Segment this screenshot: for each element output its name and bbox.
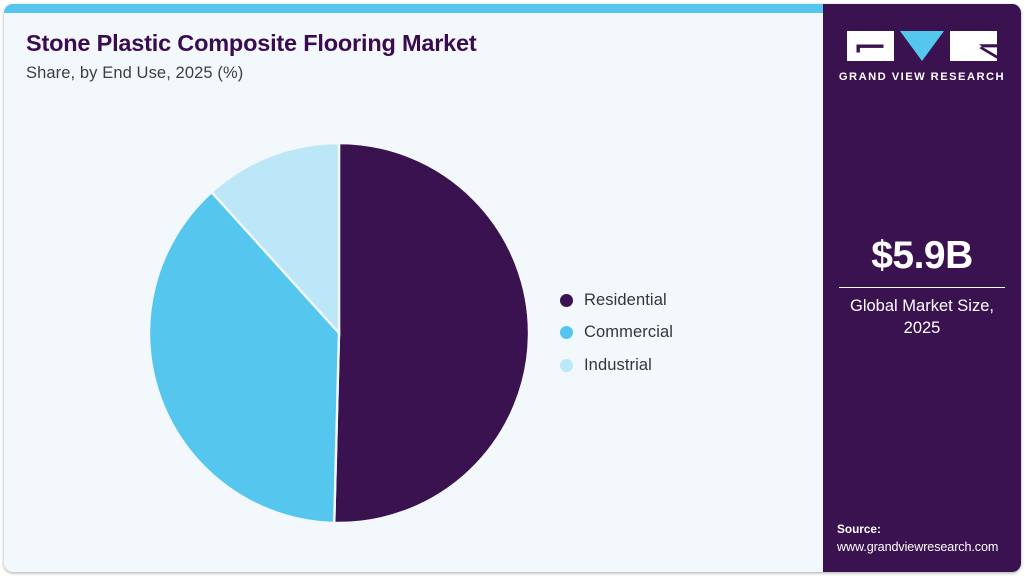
- chart-card: Stone Plastic Composite Flooring Market …: [4, 4, 1021, 572]
- brand-sidebar: GRAND VIEW RESEARCH $5.9B Global Market …: [823, 4, 1021, 572]
- pie-slice-industrial[interactable]: [209, 142, 341, 337]
- logo: GRAND VIEW RESEARCH: [823, 31, 1021, 83]
- market-size-stat: $5.9B Global Market Size, 2025: [823, 234, 1021, 340]
- legend-swatch-industrial: [560, 358, 573, 372]
- plot-area: Residential Commercial Industrial: [4, 104, 824, 572]
- stat-caption: Global Market Size, 2025: [850, 297, 994, 338]
- source-url[interactable]: www.grandviewresearch.com: [837, 540, 999, 554]
- legend-item-commercial[interactable]: Commercial: [560, 317, 673, 350]
- legend-item-industrial[interactable]: Industrial: [560, 349, 673, 382]
- chart-subtitle: Share, by End Use, 2025 (%): [26, 64, 244, 83]
- stat-value: $5.9B: [871, 234, 973, 277]
- logo-g-icon: [847, 31, 894, 61]
- logo-wordmark: GRAND VIEW RESEARCH: [838, 71, 1006, 83]
- legend-label-industrial: Industrial: [584, 355, 652, 374]
- legend-item-residential[interactable]: Residential: [560, 284, 673, 317]
- header: Stone Plastic Composite Flooring Market …: [26, 30, 806, 83]
- legend-label-residential: Residential: [584, 290, 667, 309]
- pie-slice-residential[interactable]: [333, 142, 530, 524]
- source-label: Source:: [837, 522, 881, 537]
- logo-v-triangle-icon: [900, 31, 944, 61]
- page-title: Stone Plastic Composite Flooring Market: [26, 30, 477, 56]
- legend-label-commercial: Commercial: [584, 323, 674, 342]
- pie-slice-group: [148, 142, 530, 524]
- legend-swatch-residential: [560, 293, 573, 307]
- pie-chart: [148, 142, 530, 524]
- pie-chart-svg: [148, 142, 530, 524]
- legend-swatch-commercial: [560, 326, 573, 340]
- stat-divider: [839, 286, 1005, 289]
- source-block: Source: www.grandviewresearch.com: [837, 521, 1021, 556]
- logo-marks: [823, 31, 1021, 62]
- pie-slice-commercial[interactable]: [148, 190, 341, 524]
- legend: Residential Commercial Industrial: [560, 284, 673, 382]
- top-accent-bar: [4, 4, 1021, 13]
- logo-r-icon: [950, 31, 997, 61]
